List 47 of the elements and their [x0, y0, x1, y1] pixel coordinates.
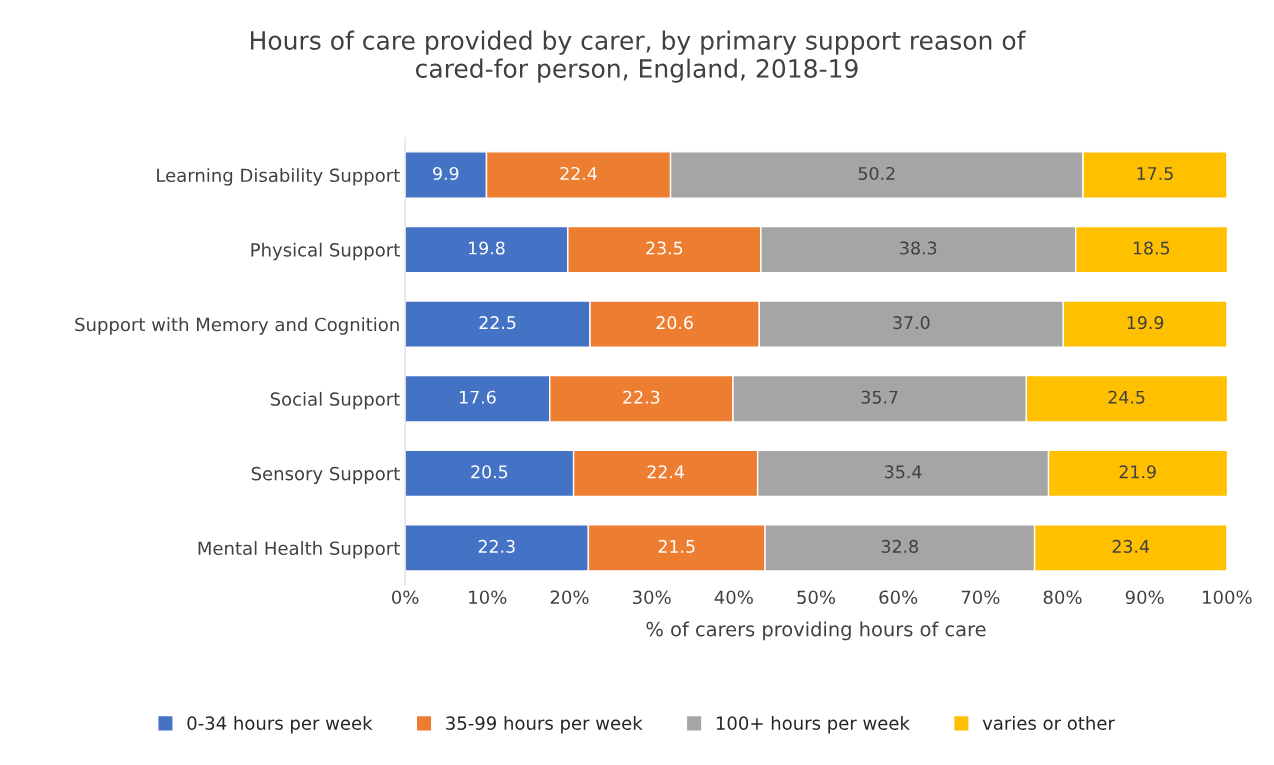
data-label: 22.3 [478, 539, 515, 553]
x-axis-title: % of carers providing hours of care [646, 621, 986, 641]
x-tick-label: 20% [550, 590, 589, 605]
x-tick-label: 50% [797, 590, 836, 605]
data-label: 22.5 [479, 316, 516, 330]
data-label: 20.6 [656, 316, 693, 330]
y-tick-label: Physical Support [251, 242, 400, 261]
data-label: 38.3 [900, 241, 937, 255]
data-label: 37.0 [893, 316, 930, 330]
legend-label: 35-99 hours per week [446, 715, 643, 734]
legend-label: 100+ hours per week [716, 715, 910, 734]
x-tick-label: 10% [469, 590, 507, 605]
legend-label: varies or other [982, 715, 1115, 730]
y-tick-label: Social Support [270, 391, 400, 410]
chart-title: Hours of care provided by carer, by primary support reason of cared-for person, England, 2018-19 [250, 30, 1026, 83]
x-tick-label: 90% [1125, 590, 1164, 605]
y-tick-label: Sensory Support [251, 466, 400, 484]
data-label: 19.9 [1127, 316, 1164, 330]
x-tick-label: 30% [632, 590, 671, 605]
x-tick-label: 70% [961, 590, 1000, 605]
data-label: 24.5 [1108, 390, 1145, 404]
y-tick-label: Mental Health Support [198, 541, 400, 559]
x-tick-label: 0% [392, 590, 419, 605]
data-label: 20.5 [471, 465, 508, 479]
data-label: 21.9 [1119, 465, 1156, 479]
x-tick-label: 40% [714, 590, 753, 605]
x-tick-label: 60% [879, 590, 918, 605]
y-tick-label: Learning Disability Support [157, 168, 400, 186]
y-tick-label: Support with Memory and Cognition [75, 317, 399, 335]
data-label: 23.5 [646, 241, 683, 255]
x-tick-label: 100% [1203, 590, 1252, 605]
data-label: 50.2 [858, 166, 895, 181]
data-label: 17.5 [1137, 167, 1173, 181]
data-label: 21.5 [658, 539, 695, 553]
legend-label: 0-34 hours per week [187, 715, 373, 734]
data-label: 9.9 [433, 166, 459, 181]
data-label: 19.8 [469, 241, 505, 255]
data-label: 22.3 [623, 390, 660, 404]
data-label: 35.4 [885, 465, 922, 479]
data-label: 18.5 [1133, 241, 1170, 255]
data-label: 22.4 [647, 465, 684, 479]
data-label: 22.4 [560, 166, 597, 180]
data-label: 17.6 [460, 390, 496, 404]
data-label: 35.7 [861, 390, 898, 404]
x-tick-label: 80% [1043, 590, 1082, 605]
data-label: 23.4 [1112, 539, 1150, 553]
data-label: 32.8 [881, 539, 918, 553]
